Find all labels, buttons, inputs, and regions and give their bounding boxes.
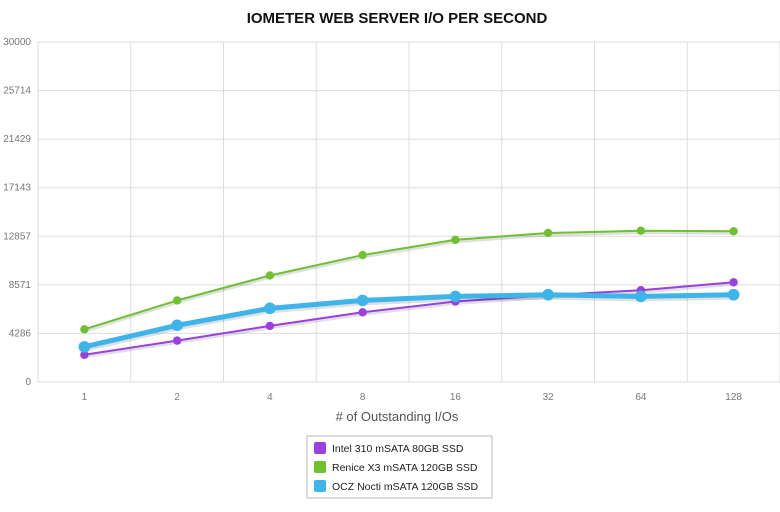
series-line xyxy=(84,281,734,356)
series-line xyxy=(83,292,734,350)
data-point xyxy=(172,336,182,345)
data-point xyxy=(265,321,275,331)
data-point xyxy=(729,278,738,287)
x-tick-label: 64 xyxy=(635,392,647,403)
series-line xyxy=(84,229,734,331)
data-point xyxy=(265,271,275,280)
x-tick-label: 16 xyxy=(450,392,462,403)
data-point xyxy=(358,250,367,260)
legend-box xyxy=(306,435,493,499)
data-point xyxy=(172,296,182,305)
x-tick-label: 32 xyxy=(543,392,555,403)
x-tick-label: 128 xyxy=(725,392,742,403)
y-tick-label: 12857 xyxy=(3,231,31,242)
x-axis-label: # of Outstanding I/Os xyxy=(336,409,459,424)
legend-label: OCZ Nocti mSATA 120GB SSD xyxy=(332,481,478,493)
data-point xyxy=(80,350,89,359)
data-point xyxy=(542,288,554,301)
data-point xyxy=(264,302,276,315)
y-tick-label: 8571 xyxy=(9,280,32,291)
y-axis-ticks: 0 4286 8571 12857 17143 21429 25714 30000 xyxy=(3,37,31,388)
legend-swatch xyxy=(314,480,326,492)
legend-label: Intel 310 mSATA 80GB SSD xyxy=(332,443,464,455)
chart-title: IOMETER WEB SERVER I/O PER SECOND xyxy=(247,10,548,27)
x-tick-label: 1 xyxy=(82,392,88,403)
x-tick-label: 2 xyxy=(174,392,180,403)
data-point xyxy=(727,288,740,301)
data-point xyxy=(543,228,553,238)
legend-swatch xyxy=(314,461,326,473)
y-tick-label: 30000 xyxy=(3,37,31,48)
data-point xyxy=(358,308,367,317)
x-tick-label: 4 xyxy=(267,392,273,403)
data-point xyxy=(78,341,91,353)
y-tick-label: 25714 xyxy=(3,86,31,97)
data-point xyxy=(449,290,462,303)
data-point xyxy=(356,294,369,307)
series-line-shadow xyxy=(83,231,734,333)
x-tick-label: 8 xyxy=(360,392,366,403)
data-point xyxy=(80,325,89,334)
data-point xyxy=(635,290,647,303)
grid xyxy=(37,41,780,383)
series-1 xyxy=(80,278,738,359)
data-point xyxy=(171,319,183,332)
data-point xyxy=(636,226,646,235)
legend-swatch xyxy=(314,442,326,454)
series-3 xyxy=(78,288,740,353)
series-line-shadow xyxy=(84,282,734,359)
data-point xyxy=(729,227,738,236)
legend-label: Renice X3 mSATA 120GB SSD xyxy=(332,462,478,474)
y-tick-label: 0 xyxy=(25,377,31,388)
series-2 xyxy=(80,226,738,334)
legend: Intel 310 mSATA 80GB SSD Renice X3 mSATA … xyxy=(306,435,493,499)
data-point xyxy=(451,235,460,244)
y-tick-label: 4286 xyxy=(9,328,32,339)
series-layer xyxy=(78,226,740,359)
x-axis-ticks: 1 2 4 8 16 32 64 128 xyxy=(82,392,743,403)
y-tick-label: 21429 xyxy=(3,134,31,145)
y-tick-label: 17143 xyxy=(3,183,31,194)
